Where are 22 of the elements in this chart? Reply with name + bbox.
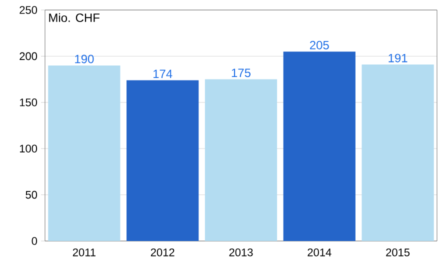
x-tick-label: 2013 — [229, 248, 253, 256]
data-label: 191 — [388, 54, 408, 62]
bar — [362, 64, 434, 241]
data-label: 190 — [75, 54, 94, 64]
y-tick-label: 0 — [32, 237, 38, 245]
y-tick-label: 50 — [26, 190, 38, 199]
bar — [48, 65, 120, 241]
x-tick-label: 2015 — [386, 248, 410, 256]
y-tick-label: 250 — [20, 6, 38, 14]
data-label: 174 — [154, 70, 172, 78]
y-tick-label: 150 — [20, 98, 38, 106]
x-tick-label: 2014 — [308, 248, 332, 256]
data-label: 175 — [232, 68, 251, 78]
y-tick-label: 100 — [20, 144, 38, 152]
y-axis-title: Mio. CHF — [49, 13, 100, 22]
x-tick-label: 2011 — [72, 248, 96, 256]
bar — [204, 79, 278, 241]
data-label: 205 — [310, 40, 329, 50]
bar — [283, 52, 356, 241]
bar — [126, 80, 199, 241]
x-tick-label: 2012 — [150, 248, 174, 256]
y-tick-label: 200 — [20, 52, 38, 60]
